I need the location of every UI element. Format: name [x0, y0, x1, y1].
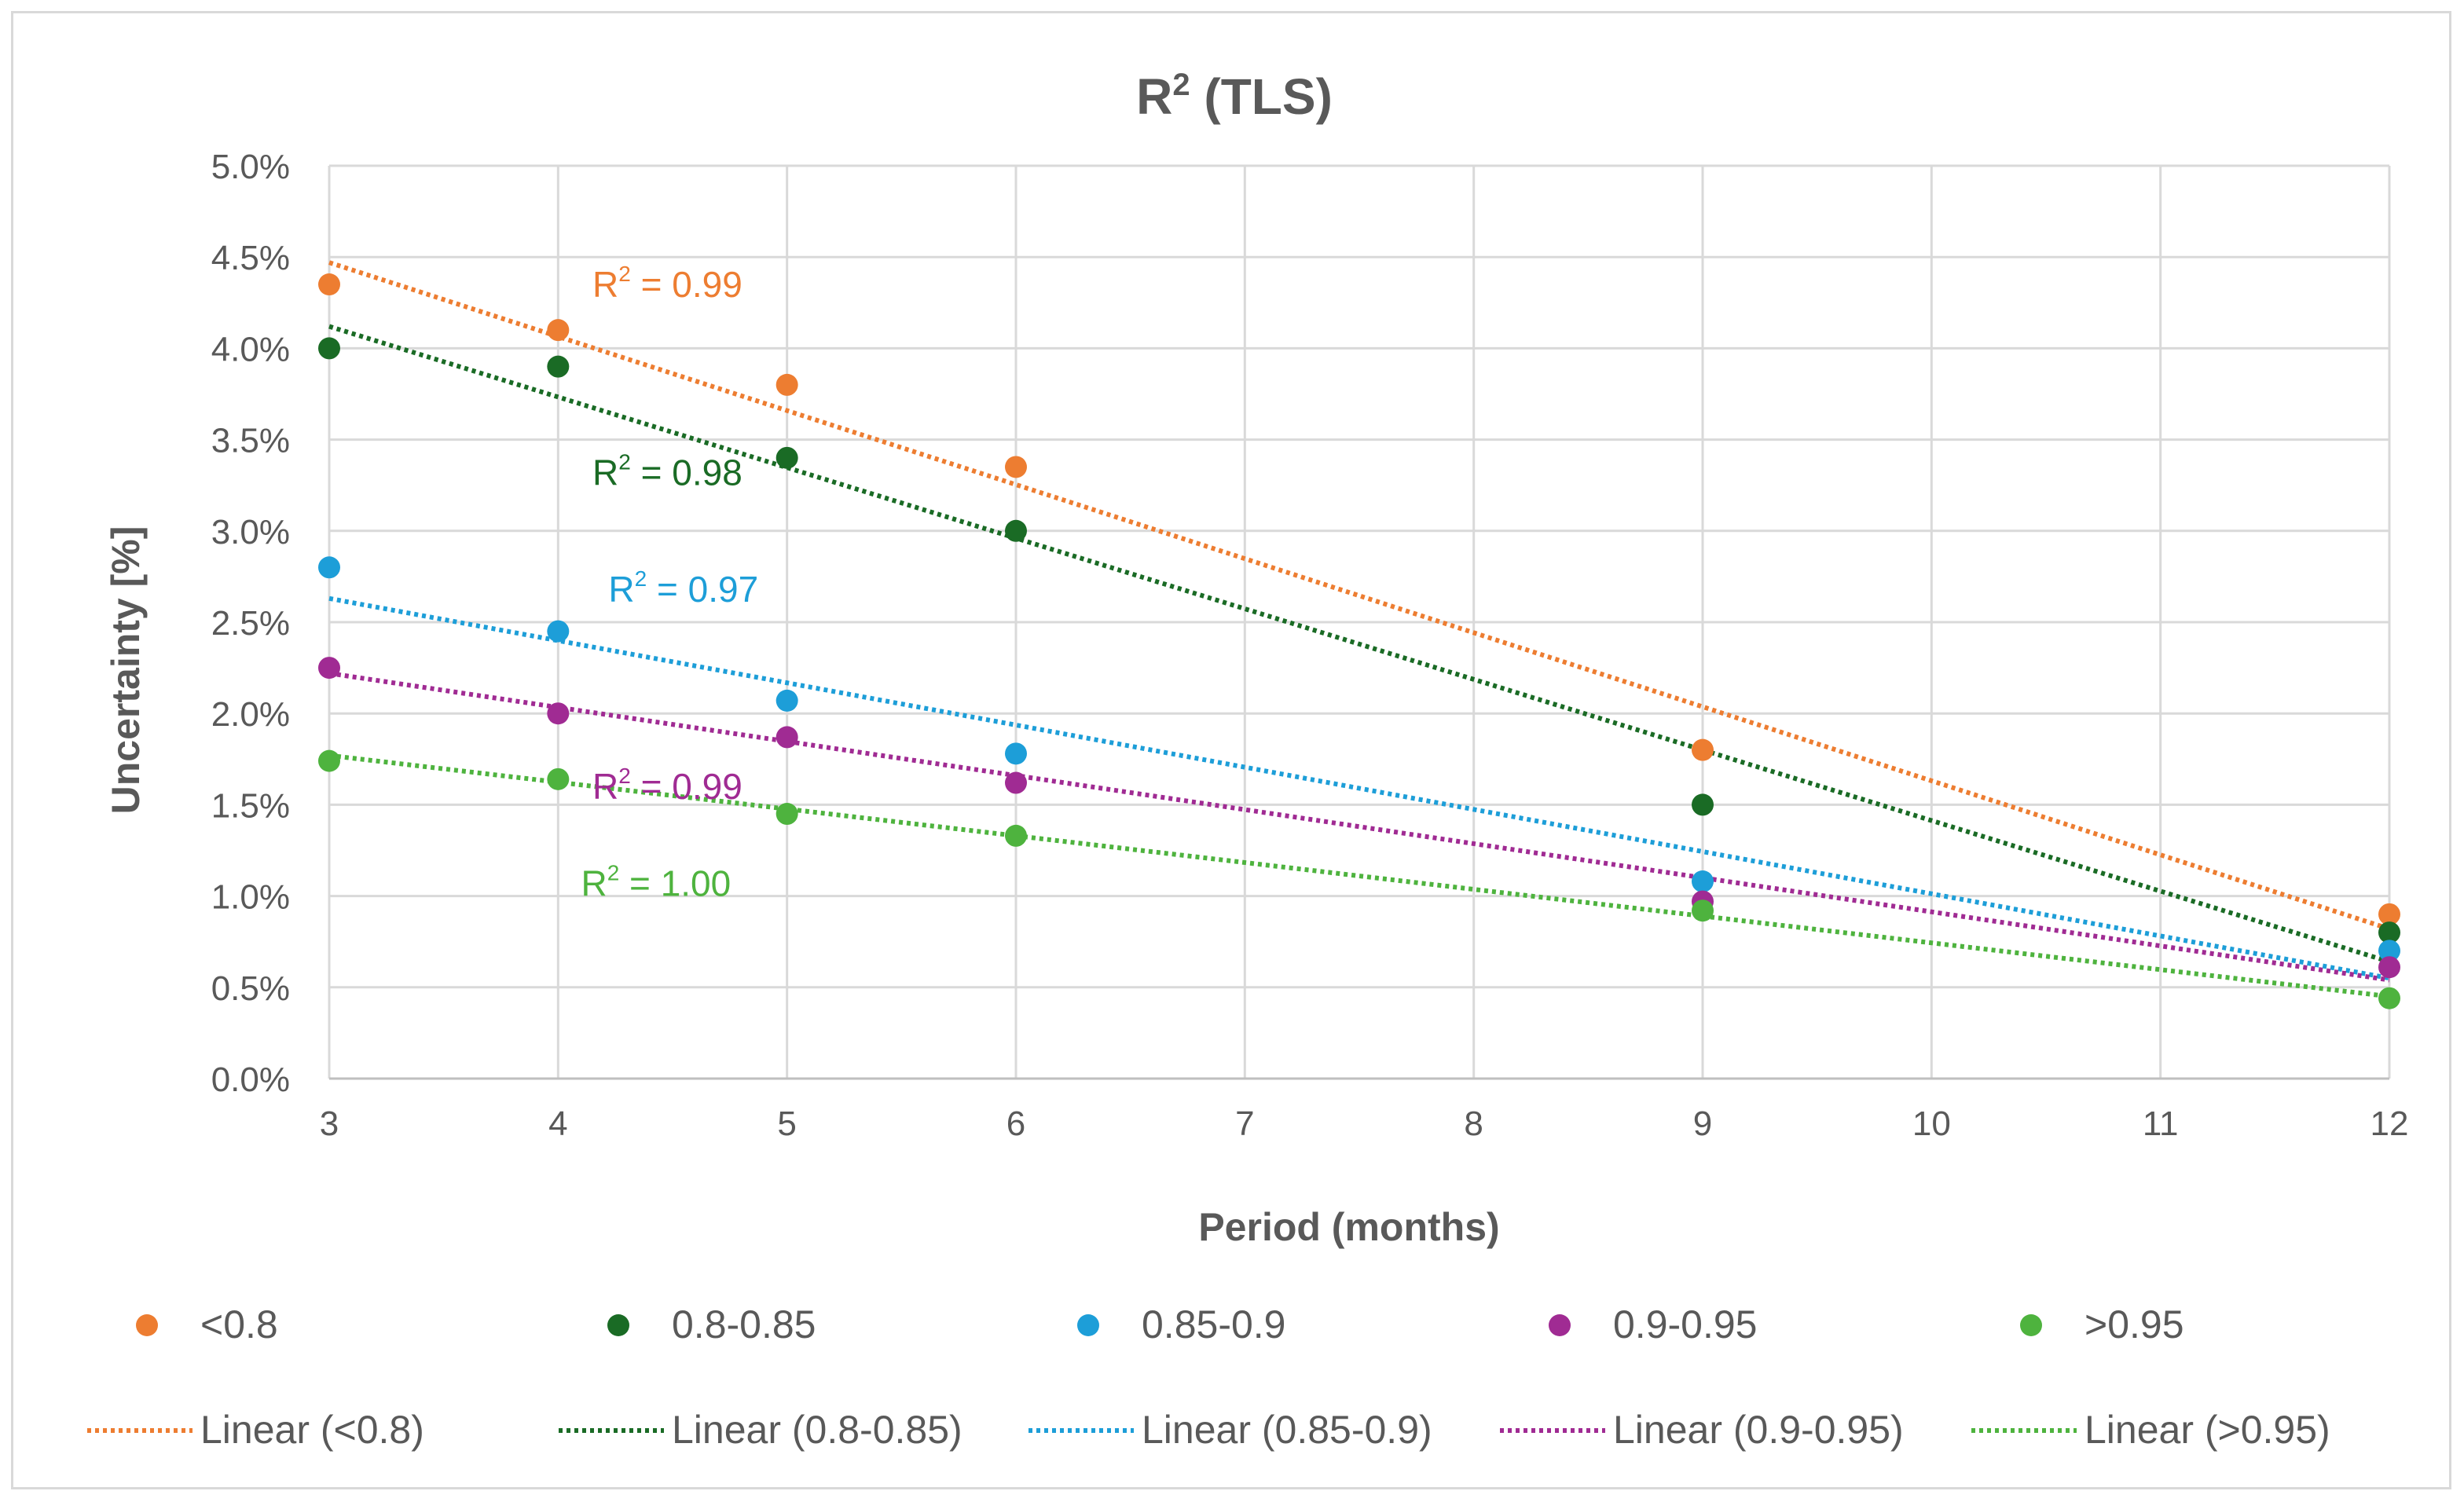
legend-label: >0.95 [2084, 1302, 2184, 1346]
x-tick-label: 10 [1912, 1105, 1951, 1143]
x-tick-label: 5 [777, 1105, 796, 1143]
r2-label: R2 = 0.98 [592, 449, 742, 493]
data-point [1692, 870, 1714, 893]
x-tick-label: 7 [1235, 1105, 1254, 1143]
data-point [1005, 824, 1027, 847]
data-point [318, 749, 340, 772]
data-point [1692, 899, 1714, 922]
data-point [547, 767, 570, 790]
data-point [2378, 903, 2400, 925]
data-point [1005, 771, 1027, 794]
data-point [2378, 987, 2400, 1009]
x-tick-label: 8 [1464, 1105, 1483, 1143]
tick-layer: 0.0% 0.5% 1.0% 1.5% 2.0% 2.5% 3.0% 3.5% 4.0% 4.5%… [211, 148, 2409, 1143]
legend-trend-label: Linear (0.9-0.95) [1613, 1408, 1904, 1452]
chart-frame: R2 (TLS) R2 = 0.99 R2 = 0.98 R2 = 0.97 R2 =… [11, 11, 2451, 1489]
y-tick-label: 2.0% [211, 695, 290, 734]
data-point [2378, 956, 2400, 979]
r2-label: R2 = 0.99 [592, 764, 742, 807]
legend-marker [2020, 1314, 2042, 1336]
r2-label: R2 = 1.00 [581, 860, 731, 903]
y-axis-title: Uncertainty [%] [104, 526, 148, 815]
y-tick-label: 0.5% [211, 969, 290, 1008]
r2-layer: R2 = 0.99 R2 = 0.98 R2 = 0.97 R2 = 0.99 R2 =… [581, 262, 758, 903]
r2-label: R2 = 0.99 [592, 262, 742, 305]
data-point [1005, 519, 1027, 542]
data-point [1005, 456, 1027, 478]
trend-layer [328, 260, 2390, 999]
data-point [1692, 738, 1714, 761]
data-point [776, 373, 798, 396]
y-tick-label: 2.5% [211, 604, 290, 643]
y-tick-label: 3.5% [211, 422, 290, 460]
trendline [328, 260, 2390, 932]
legend-trend-label: Linear (0.8-0.85) [672, 1408, 962, 1452]
x-tick-label: 12 [2370, 1105, 2409, 1143]
data-point [2378, 940, 2400, 962]
trendline [328, 324, 2390, 965]
data-point [776, 803, 798, 826]
data-point [2378, 921, 2400, 944]
x-tick-label: 11 [2143, 1105, 2179, 1143]
data-point [547, 319, 570, 342]
data-point [776, 446, 798, 469]
x-tick-label: 3 [320, 1105, 339, 1143]
y-tick-label: 5.0% [211, 148, 290, 186]
y-tick-label: 1.0% [211, 878, 290, 917]
legend-marker [607, 1314, 629, 1336]
y-tick-label: 4.5% [211, 239, 290, 277]
y-tick-label: 1.5% [211, 786, 290, 825]
trendline [328, 671, 2390, 983]
legend-marker [1549, 1314, 1571, 1336]
data-point [318, 556, 340, 579]
data-point [776, 726, 798, 749]
data-point [1005, 742, 1027, 765]
legend: <0.8 Linear (<0.8) 0.8-0.85 Linear (0.8-0.8… [87, 1302, 2330, 1452]
r2-label: R2 = 0.97 [608, 566, 758, 610]
legend-trend-label: Linear (>0.95) [2084, 1408, 2330, 1452]
y-tick-label: 4.0% [211, 330, 290, 368]
point-layer [318, 273, 2400, 1009]
legend-trend-label: Linear (<0.8) [200, 1408, 424, 1452]
legend-label: <0.8 [200, 1302, 278, 1346]
data-point [318, 657, 340, 680]
data-point [1692, 793, 1714, 816]
x-axis-title: Period (months) [1198, 1205, 1499, 1249]
chart-title: R2 (TLS) [1136, 68, 1333, 125]
data-point [318, 273, 340, 296]
x-tick-label: 6 [1006, 1105, 1025, 1143]
data-point [776, 689, 798, 712]
data-point [318, 337, 340, 360]
x-tick-label: 9 [1693, 1105, 1712, 1143]
trendline [328, 595, 2390, 981]
data-point [547, 702, 570, 725]
legend-trend-label: Linear (0.85-0.9) [1142, 1408, 1432, 1452]
data-point [547, 355, 570, 378]
legend-label: 0.9-0.95 [1613, 1302, 1757, 1346]
y-tick-label: 0.0% [211, 1061, 290, 1099]
data-point [547, 620, 570, 643]
y-tick-label: 3.0% [211, 513, 290, 551]
legend-marker [1077, 1314, 1099, 1336]
x-tick-label: 4 [548, 1105, 567, 1143]
legend-marker [136, 1314, 158, 1336]
legend-label: 0.85-0.9 [1142, 1302, 1285, 1346]
legend-label: 0.8-0.85 [672, 1302, 816, 1346]
